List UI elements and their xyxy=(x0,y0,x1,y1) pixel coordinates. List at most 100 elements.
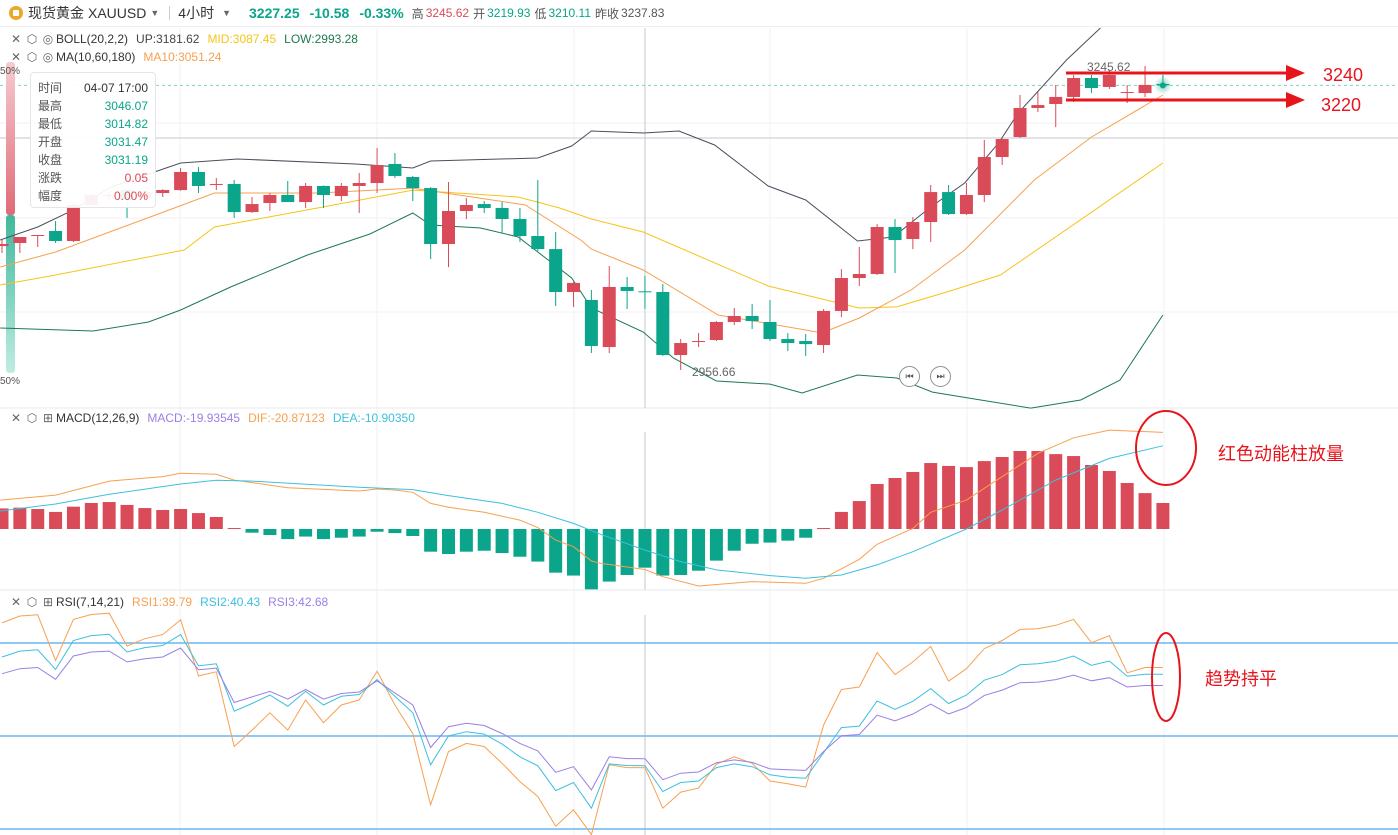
candle-body xyxy=(549,249,563,293)
candle-body xyxy=(459,205,473,211)
close-icon[interactable]: ✕ xyxy=(10,595,22,609)
candlestick-pane[interactable] xyxy=(0,27,1172,409)
annotation-rsi-note: 趋势持平 xyxy=(1205,669,1277,689)
macd-bar xyxy=(656,529,670,576)
candle-body xyxy=(692,341,706,343)
tooltip-value: 0.05 xyxy=(124,171,148,185)
symbol-dropdown-icon[interactable]: ▼ xyxy=(150,8,160,18)
tooltip-value: 3031.19 xyxy=(104,153,148,167)
candle-body xyxy=(1031,105,1045,108)
candle-body xyxy=(191,171,205,186)
candle-body xyxy=(209,183,223,185)
macd-value: MACD:-19.93545 xyxy=(147,411,241,425)
candle-body xyxy=(1067,78,1081,97)
macd-bar xyxy=(1120,483,1134,529)
settings-icon[interactable]: ⬡ xyxy=(26,411,38,425)
rsi-name: RSI(7,14,21) xyxy=(56,595,125,609)
boll-mid-line xyxy=(0,162,1164,309)
low-value: 3210.11 xyxy=(548,6,592,20)
macd-bar xyxy=(1084,464,1098,529)
tooltip-label: 涨跌 xyxy=(38,171,63,185)
divider xyxy=(169,6,171,20)
candle-body xyxy=(245,204,259,213)
expand-icon[interactable]: ⊞ xyxy=(42,411,54,425)
macd-bar xyxy=(799,529,813,538)
macd-bar xyxy=(531,529,545,562)
macd-legend: ✕ ⬡ ⊞ MACD(12,26,9) MACD:-19.93545 DIF:-… xyxy=(8,411,423,425)
macd-bar xyxy=(763,529,777,543)
candle-body xyxy=(852,274,866,279)
scroll-slider-upper xyxy=(6,62,15,215)
tooltip-value: 0.00% xyxy=(113,189,148,203)
candle-body xyxy=(656,292,670,356)
candle-body xyxy=(334,185,348,197)
macd-bar xyxy=(120,504,134,529)
price-change: -10.58 xyxy=(309,5,350,21)
candle-body xyxy=(352,183,366,186)
candle-body xyxy=(299,185,313,203)
scroll-slider-lower xyxy=(6,215,15,373)
annotation-3240: 3240 xyxy=(1323,65,1364,85)
candle-body xyxy=(745,315,759,322)
candle-body xyxy=(834,278,848,311)
slider-top-label: 50% xyxy=(0,66,21,77)
candle-body xyxy=(406,177,420,189)
tooltip-row-open: 开盘 3031.47 xyxy=(31,133,155,151)
macd-bar xyxy=(674,529,688,575)
candle-body xyxy=(1084,78,1098,89)
interval-selector[interactable]: 4小时 xyxy=(178,5,215,21)
dea-value: DEA:-10.90350 xyxy=(332,411,415,425)
jump-start-button[interactable]: ⏮ xyxy=(899,366,920,387)
macd-bar xyxy=(638,529,652,568)
candle-body xyxy=(316,185,330,196)
candle-body xyxy=(638,291,652,293)
grid xyxy=(0,28,1398,835)
candle-body xyxy=(602,286,616,348)
macd-bar xyxy=(263,529,277,536)
high-price-marker: 3245.62 xyxy=(1087,60,1131,74)
candle-body xyxy=(513,218,527,237)
boll-name: BOLL(20,2,2) xyxy=(56,32,129,46)
tooltip-label: 幅度 xyxy=(38,189,63,203)
macd-bar xyxy=(191,513,205,529)
close-icon[interactable]: ✕ xyxy=(10,411,22,425)
macd-bar xyxy=(0,508,9,529)
settings-icon[interactable]: ⬡ xyxy=(26,595,38,609)
macd-pane[interactable] xyxy=(0,429,1170,590)
candle-body xyxy=(263,195,277,204)
jump-end-button[interactable]: ⏭ xyxy=(930,366,951,387)
settings-icon[interactable]: ⬡ xyxy=(26,50,38,64)
macd-bar xyxy=(1156,503,1170,529)
annotations xyxy=(1066,65,1305,722)
dif-value: DIF:-20.87123 xyxy=(248,411,325,425)
macd-bar xyxy=(906,471,920,529)
interval-dropdown-icon[interactable]: ▼ xyxy=(222,8,231,18)
macd-bar xyxy=(459,529,473,552)
macd-bar xyxy=(1067,456,1081,529)
rsi1-value: RSI1:39.79 xyxy=(132,595,193,609)
candle-body xyxy=(31,234,45,236)
macd-bar xyxy=(977,461,991,529)
close-icon[interactable]: ✕ xyxy=(10,32,22,46)
low-label: 低 xyxy=(534,6,547,21)
candle-body xyxy=(0,244,9,247)
symbol-name[interactable]: 现货黄金 xyxy=(28,5,84,21)
candle-body xyxy=(584,300,598,346)
visibility-icon[interactable]: ◎ xyxy=(42,32,54,46)
settings-icon[interactable]: ⬡ xyxy=(26,32,38,46)
boll-lower-line xyxy=(0,212,1164,409)
macd-bar xyxy=(513,529,527,557)
macd-highlight-ellipse xyxy=(1135,410,1197,486)
macd-bar xyxy=(1013,451,1027,529)
candle-body xyxy=(66,205,80,241)
rsi-pane[interactable] xyxy=(0,612,1398,835)
expand-icon[interactable]: ⊞ xyxy=(42,595,54,609)
close-icon[interactable]: ✕ xyxy=(10,50,22,64)
candle-body xyxy=(942,192,956,215)
rsi3-line xyxy=(1,647,1163,791)
candle-body xyxy=(531,236,545,250)
visibility-icon[interactable]: ◎ xyxy=(42,50,54,64)
symbol-code[interactable]: XAUUSD xyxy=(88,5,147,21)
annotation-3220: 3220 xyxy=(1321,95,1362,115)
